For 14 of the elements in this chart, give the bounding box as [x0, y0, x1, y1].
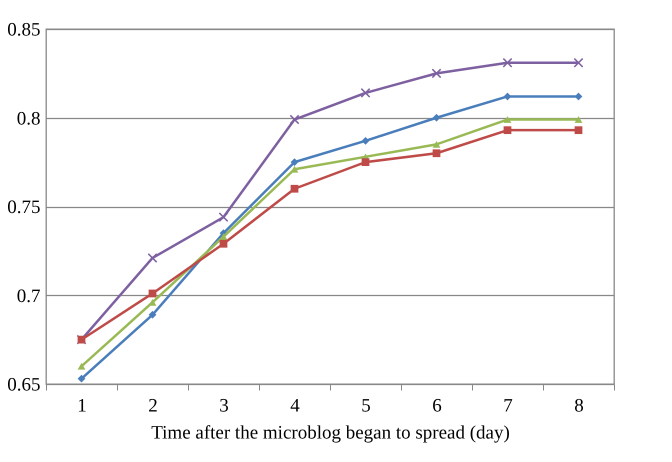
x-tick-label: 4 [290, 396, 300, 416]
x-tick-label: 5 [361, 396, 371, 416]
x-tick-label: 3 [219, 396, 229, 416]
x-tick-label: 2 [148, 396, 158, 416]
x-axis-title: Time after the microblog began to spread (day) [151, 422, 510, 444]
y-tick-label: 0.75 [7, 197, 40, 218]
x-tick-label: 7 [503, 396, 513, 416]
x-tick-label: 6 [432, 396, 442, 416]
y-tick-label: 0.65 [7, 374, 40, 396]
x-tick-label: 1 [77, 396, 87, 416]
y-tick-label: 0.85 [7, 20, 40, 40]
x-tick-label: 8 [574, 396, 584, 416]
y-tick-label: 0.8 [16, 108, 40, 130]
y-tick-label: 0.7 [16, 286, 40, 307]
